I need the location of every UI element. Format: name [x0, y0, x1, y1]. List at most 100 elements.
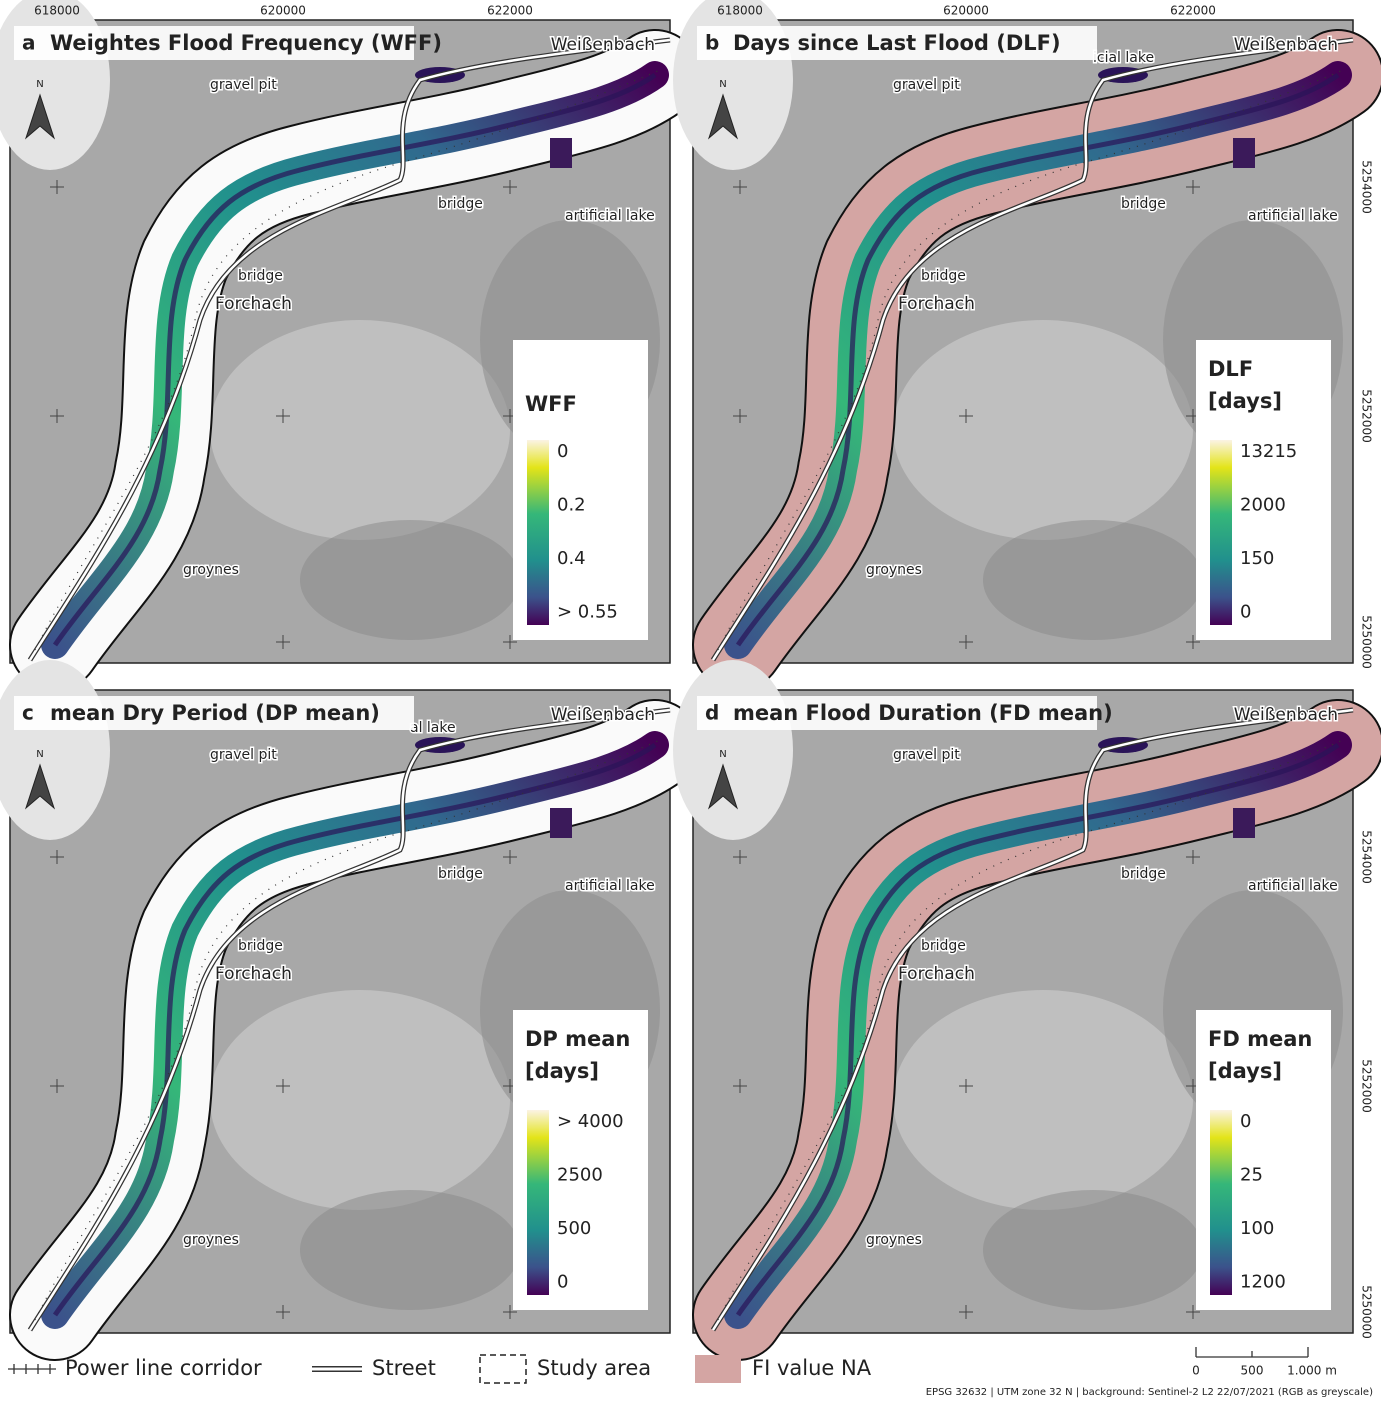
map-label: Weißenbach	[551, 35, 655, 55]
north-label: N	[36, 749, 43, 760]
map-label: groynes	[183, 1232, 239, 1248]
map-label: Weißenbach	[551, 705, 655, 725]
map-label: Forchach	[898, 294, 975, 314]
scale-label: 1.000 m	[1287, 1364, 1337, 1378]
legend-title: WFF	[525, 392, 577, 416]
legend-na	[695, 1355, 741, 1383]
map-panel: Weißenbach gravel pit bridge artificial lak…	[673, 660, 1353, 1333]
terrain-light	[210, 320, 510, 540]
easting-label: 618000	[717, 4, 763, 18]
colorbar	[527, 440, 549, 625]
terrain-light	[210, 990, 510, 1210]
panel-title: Days since Last Flood (DLF)	[733, 31, 1061, 55]
lake	[550, 808, 572, 838]
northing-label: 5254000	[1360, 830, 1374, 883]
easting-label: 622000	[1170, 4, 1216, 18]
lake	[1233, 138, 1255, 168]
legend-title: DLF	[1208, 357, 1253, 381]
legend-title: DP mean	[525, 1027, 630, 1051]
map-label: groynes	[183, 562, 239, 578]
map-label: bridge	[1121, 866, 1166, 882]
northing-label: 5250000	[1360, 615, 1374, 668]
legend-tick-label: 0.2	[557, 495, 586, 516]
map-label: bridge	[1121, 196, 1166, 212]
legend-tick-label: 13215	[1240, 441, 1297, 462]
legend-tick-label: 500	[557, 1218, 591, 1239]
easting-label: 620000	[943, 4, 989, 18]
map-label: Forchach	[215, 294, 292, 314]
northing-label: 5254000	[1360, 160, 1374, 213]
northing-label: 5250000	[1360, 1285, 1374, 1338]
map-label: Weißenbach	[1234, 705, 1338, 725]
easting-label: 620000	[260, 4, 306, 18]
scale-bar	[1196, 1347, 1308, 1357]
terrain-light	[893, 990, 1193, 1210]
map-label: al lake	[410, 720, 456, 736]
panel-letter: d	[705, 701, 719, 725]
map-label: bridge	[438, 196, 483, 212]
legend-tick-label: 0	[1240, 602, 1251, 623]
map-label: groynes	[866, 1232, 922, 1248]
lake	[550, 138, 572, 168]
map-label: artificial lake	[565, 208, 655, 224]
legend-tick-label: 0.4	[557, 548, 586, 569]
panel-title: Weightes Flood Frequency (WFF)	[50, 31, 442, 55]
legend-tick-label: 150	[1240, 548, 1274, 569]
terrain-dark	[300, 520, 520, 640]
map-label: bridge	[238, 268, 283, 284]
legend-title: [days]	[525, 1059, 599, 1083]
legend-tick-label: > 0.55	[557, 602, 618, 623]
northing-label: 5252000	[1360, 389, 1374, 442]
legend-label: Power line corridor	[65, 1356, 262, 1380]
scale-label: 0	[1192, 1364, 1200, 1378]
terrain-dark	[983, 1190, 1203, 1310]
colorbar	[1210, 440, 1232, 625]
map-panel: al lake Weißenbach gravel pit bridge artific…	[0, 660, 670, 1333]
lake	[1233, 808, 1255, 838]
easting-label: 622000	[487, 4, 533, 18]
legend-study-area	[480, 1355, 526, 1383]
map-label: Forchach	[215, 964, 292, 984]
map-label: gravel pit	[893, 747, 960, 763]
terrain-light	[893, 320, 1193, 540]
legend-tick-label: 2000	[1240, 495, 1286, 516]
north-label: N	[36, 79, 43, 90]
legend-title: FD mean	[1208, 1027, 1312, 1051]
legend-tick-label: 2500	[557, 1165, 603, 1186]
map-label: bridge	[438, 866, 483, 882]
legend-power-line	[8, 1364, 56, 1374]
north-label: N	[719, 749, 726, 760]
map-label: artificial lake	[1248, 208, 1338, 224]
map-label: bridge	[921, 938, 966, 954]
map-label: artificial lake	[1248, 878, 1338, 894]
colorbar	[527, 1110, 549, 1295]
legend-title: [days]	[1208, 389, 1282, 413]
legend-tick-label: 0	[557, 441, 568, 462]
legend-label: Street	[372, 1356, 436, 1380]
panel-title: mean Dry Period (DP mean)	[50, 701, 380, 725]
legend-tick-label: 0	[1240, 1111, 1251, 1132]
panel-letter: b	[705, 31, 719, 55]
terrain-light	[673, 660, 793, 840]
map-label: gravel pit	[210, 747, 277, 763]
scale-label: 500	[1241, 1364, 1264, 1378]
map-label: gravel pit	[210, 77, 277, 93]
legend-title: [days]	[1208, 1059, 1282, 1083]
terrain-dark	[300, 1190, 520, 1310]
map-label: gravel pit	[893, 77, 960, 93]
map-panel: Weißenbach gravel pit bridge artificial lak…	[0, 0, 670, 663]
map-label: groynes	[866, 562, 922, 578]
panel-letter: c	[22, 701, 34, 725]
map-label: Forchach	[898, 964, 975, 984]
legend-tick-label: 25	[1240, 1165, 1263, 1186]
terrain-dark	[983, 520, 1203, 640]
panel-letter: a	[22, 31, 36, 55]
legend-tick-label: > 4000	[557, 1111, 624, 1132]
map-label: artificial lake	[565, 878, 655, 894]
footer: EPSG 32632 | UTM zone 32 N | background:…	[926, 1387, 1373, 1398]
legend-label: Study area	[537, 1356, 651, 1380]
map-label: icial lake	[1093, 50, 1154, 66]
legend-tick-label: 100	[1240, 1218, 1274, 1239]
northing-label: 5252000	[1360, 1059, 1374, 1112]
